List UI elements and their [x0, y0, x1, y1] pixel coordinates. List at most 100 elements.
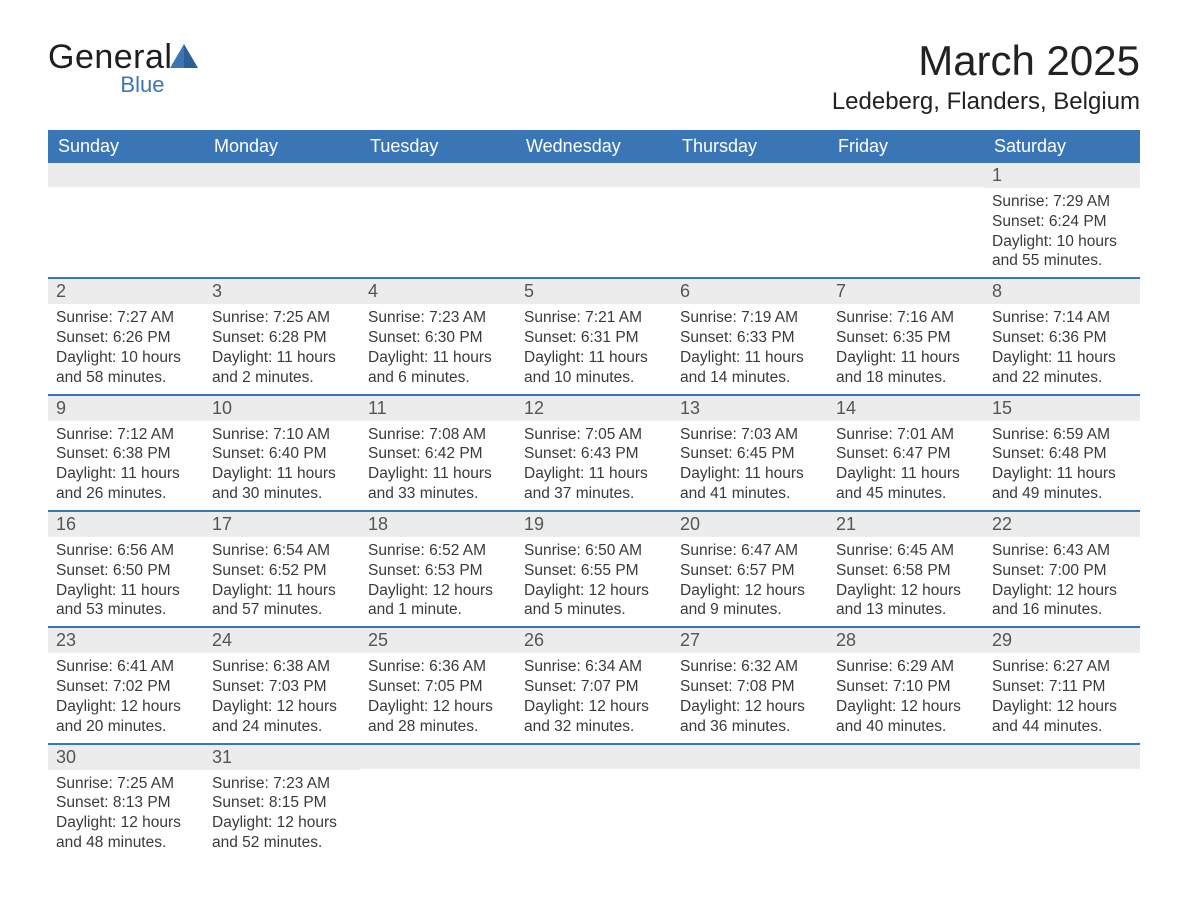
sunset-text: Sunset: 8:15 PM: [212, 793, 352, 813]
sunrise-text: Sunrise: 7:08 AM: [368, 425, 508, 445]
sunrise-text: Sunrise: 7:10 AM: [212, 425, 352, 445]
sunrise-text: Sunrise: 7:25 AM: [212, 308, 352, 328]
sunset-text: Sunset: 7:11 PM: [992, 677, 1132, 697]
cell-body: Sunrise: 6:36 AMSunset: 7:05 PMDaylight:…: [360, 653, 516, 742]
daylight-text: Daylight: 12 hours and 9 minutes.: [680, 581, 820, 621]
cell-body: [672, 187, 828, 251]
cell-body: Sunrise: 6:43 AMSunset: 7:00 PMDaylight:…: [984, 537, 1140, 626]
cell-body: Sunrise: 7:23 AMSunset: 6:30 PMDaylight:…: [360, 304, 516, 393]
calendar-cell: 13Sunrise: 7:03 AMSunset: 6:45 PMDayligh…: [672, 395, 828, 511]
sunrise-text: Sunrise: 6:38 AM: [212, 657, 352, 677]
calendar-cell: 22Sunrise: 6:43 AMSunset: 7:00 PMDayligh…: [984, 511, 1140, 627]
cell-body: Sunrise: 7:08 AMSunset: 6:42 PMDaylight:…: [360, 421, 516, 510]
cell-body: Sunrise: 6:29 AMSunset: 7:10 PMDaylight:…: [828, 653, 984, 742]
day-number: 3: [204, 279, 360, 304]
day-number: 23: [48, 628, 204, 653]
cell-body: Sunrise: 6:47 AMSunset: 6:57 PMDaylight:…: [672, 537, 828, 626]
sunrise-text: Sunrise: 7:05 AM: [524, 425, 664, 445]
logo-text-general: General: [48, 40, 172, 74]
calendar-cell: 23Sunrise: 6:41 AMSunset: 7:02 PMDayligh…: [48, 627, 204, 743]
day-number: [828, 745, 984, 769]
day-number: 6: [672, 279, 828, 304]
day-header: Thursday: [672, 130, 828, 163]
day-number: 29: [984, 628, 1140, 653]
sunrise-text: Sunrise: 6:45 AM: [836, 541, 976, 561]
calendar-cell: 26Sunrise: 6:34 AMSunset: 7:07 PMDayligh…: [516, 627, 672, 743]
sunrise-text: Sunrise: 6:59 AM: [992, 425, 1132, 445]
cell-body: [360, 187, 516, 251]
calendar-cell: 30Sunrise: 7:25 AMSunset: 8:13 PMDayligh…: [48, 744, 204, 859]
day-number: 26: [516, 628, 672, 653]
calendar-cell: 16Sunrise: 6:56 AMSunset: 6:50 PMDayligh…: [48, 511, 204, 627]
sunrise-text: Sunrise: 6:34 AM: [524, 657, 664, 677]
sunrise-text: Sunrise: 6:36 AM: [368, 657, 508, 677]
sunrise-text: Sunrise: 6:32 AM: [680, 657, 820, 677]
day-number: 22: [984, 512, 1140, 537]
day-number: 18: [360, 512, 516, 537]
calendar-week-row: 30Sunrise: 7:25 AMSunset: 8:13 PMDayligh…: [48, 744, 1140, 859]
calendar-week-row: 1Sunrise: 7:29 AMSunset: 6:24 PMDaylight…: [48, 163, 1140, 278]
daylight-text: Daylight: 11 hours and 26 minutes.: [56, 464, 196, 504]
calendar-cell: 15Sunrise: 6:59 AMSunset: 6:48 PMDayligh…: [984, 395, 1140, 511]
sunrise-text: Sunrise: 7:16 AM: [836, 308, 976, 328]
day-number: [828, 163, 984, 187]
sunset-text: Sunset: 6:31 PM: [524, 328, 664, 348]
day-number: 27: [672, 628, 828, 653]
cell-body: Sunrise: 6:27 AMSunset: 7:11 PMDaylight:…: [984, 653, 1140, 742]
sunset-text: Sunset: 8:13 PM: [56, 793, 196, 813]
cell-body: Sunrise: 7:01 AMSunset: 6:47 PMDaylight:…: [828, 421, 984, 510]
daylight-text: Daylight: 11 hours and 10 minutes.: [524, 348, 664, 388]
sunrise-text: Sunrise: 6:56 AM: [56, 541, 196, 561]
cell-body: Sunrise: 7:16 AMSunset: 6:35 PMDaylight:…: [828, 304, 984, 393]
cell-body: Sunrise: 6:52 AMSunset: 6:53 PMDaylight:…: [360, 537, 516, 626]
cell-body: Sunrise: 6:54 AMSunset: 6:52 PMDaylight:…: [204, 537, 360, 626]
daylight-text: Daylight: 11 hours and 18 minutes.: [836, 348, 976, 388]
calendar-table: Sunday Monday Tuesday Wednesday Thursday…: [48, 130, 1140, 859]
calendar-cell: [204, 163, 360, 278]
cell-body: Sunrise: 7:25 AMSunset: 8:13 PMDaylight:…: [48, 770, 204, 859]
calendar-cell: [672, 163, 828, 278]
sunrise-text: Sunrise: 6:41 AM: [56, 657, 196, 677]
day-number: [360, 745, 516, 769]
day-number: 24: [204, 628, 360, 653]
calendar-cell: 2Sunrise: 7:27 AMSunset: 6:26 PMDaylight…: [48, 278, 204, 394]
day-number: [204, 163, 360, 187]
sunset-text: Sunset: 6:52 PM: [212, 561, 352, 581]
sunset-text: Sunset: 6:36 PM: [992, 328, 1132, 348]
cell-body: Sunrise: 7:12 AMSunset: 6:38 PMDaylight:…: [48, 421, 204, 510]
cell-body: [48, 187, 204, 251]
day-number: [516, 163, 672, 187]
calendar-cell: 20Sunrise: 6:47 AMSunset: 6:57 PMDayligh…: [672, 511, 828, 627]
day-header: Friday: [828, 130, 984, 163]
cell-body: Sunrise: 6:45 AMSunset: 6:58 PMDaylight:…: [828, 537, 984, 626]
sunrise-text: Sunrise: 7:14 AM: [992, 308, 1132, 328]
calendar-cell: [516, 163, 672, 278]
sunset-text: Sunset: 7:03 PM: [212, 677, 352, 697]
day-header: Wednesday: [516, 130, 672, 163]
sunrise-text: Sunrise: 7:25 AM: [56, 774, 196, 794]
daylight-text: Daylight: 10 hours and 55 minutes.: [992, 232, 1132, 272]
sunset-text: Sunset: 6:35 PM: [836, 328, 976, 348]
calendar-cell: 31Sunrise: 7:23 AMSunset: 8:15 PMDayligh…: [204, 744, 360, 859]
calendar-cell: [360, 744, 516, 859]
daylight-text: Daylight: 12 hours and 24 minutes.: [212, 697, 352, 737]
sunset-text: Sunset: 6:50 PM: [56, 561, 196, 581]
day-number: [672, 163, 828, 187]
day-number: [48, 163, 204, 187]
calendar-cell: 7Sunrise: 7:16 AMSunset: 6:35 PMDaylight…: [828, 278, 984, 394]
cell-body: Sunrise: 7:14 AMSunset: 6:36 PMDaylight:…: [984, 304, 1140, 393]
sunset-text: Sunset: 6:24 PM: [992, 212, 1132, 232]
sunrise-text: Sunrise: 7:03 AM: [680, 425, 820, 445]
sunset-text: Sunset: 6:58 PM: [836, 561, 976, 581]
day-number: 31: [204, 745, 360, 770]
day-number: 16: [48, 512, 204, 537]
calendar-cell: 25Sunrise: 6:36 AMSunset: 7:05 PMDayligh…: [360, 627, 516, 743]
sunset-text: Sunset: 6:40 PM: [212, 444, 352, 464]
calendar-cell: 18Sunrise: 6:52 AMSunset: 6:53 PMDayligh…: [360, 511, 516, 627]
sunrise-text: Sunrise: 7:12 AM: [56, 425, 196, 445]
calendar-week-row: 2Sunrise: 7:27 AMSunset: 6:26 PMDaylight…: [48, 278, 1140, 394]
sunset-text: Sunset: 6:38 PM: [56, 444, 196, 464]
calendar-cell: [672, 744, 828, 859]
sunset-text: Sunset: 7:05 PM: [368, 677, 508, 697]
day-number: 10: [204, 396, 360, 421]
